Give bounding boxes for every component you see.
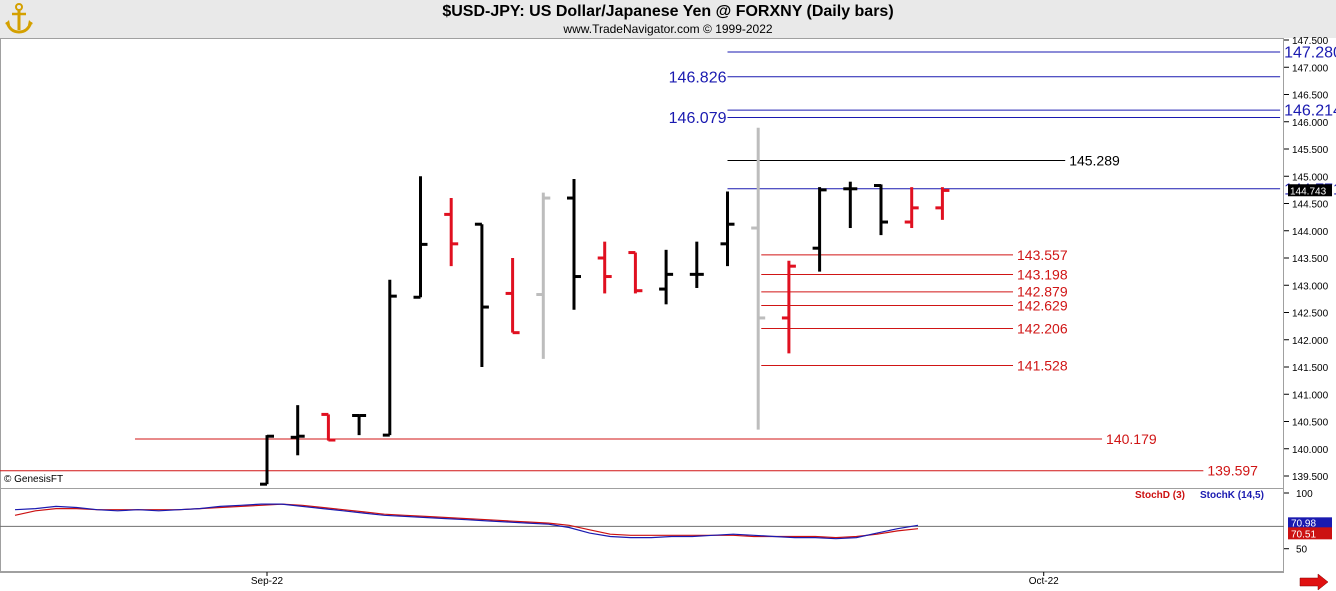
level-label: 142.879 [1017,284,1068,300]
stoch-d-legend: StochD (3) [1135,490,1185,501]
chart-subtitle: www.TradeNavigator.com © 1999-2022 [563,22,773,36]
level-label: 145.289 [1069,152,1120,168]
ohlc-bar [874,184,888,236]
ohlc-bar [751,127,766,430]
price-tick-label: 145.000 [1292,172,1329,183]
last-price-label: 144.743 [1290,186,1327,197]
ohlc-bar [781,260,796,354]
stoch-d-last-label: 70.51 [1291,529,1316,540]
price-tick-label: 146.500 [1292,91,1329,102]
ohlc-bar [567,178,581,310]
ohlc-bar [597,241,612,294]
level-label: 139.597 [1207,463,1258,479]
price-tick-label: 139.500 [1292,472,1329,483]
ohlc-bar [935,187,950,220]
chart-header: $USD-JPY: US Dollar/Japanese Yen @ FORXN… [0,0,1336,38]
stoch-k-last-box [1288,517,1332,529]
level-label: 146.826 [669,69,727,86]
ohlc-bar [444,198,459,267]
ohlc-bar [290,405,305,456]
level-label: 147.280 [1284,45,1336,62]
ohlc-bar [505,258,520,335]
ohlc-bar [474,222,489,367]
stoch-d-last-box [1288,527,1332,540]
level-label: 146.079 [669,110,727,127]
price-tick-label: 145.500 [1292,145,1329,156]
ohlc-bar [536,192,551,359]
price-tick-label: 143.500 [1292,254,1329,265]
ohlc-bar [720,191,735,267]
stoch-tick-label: 50 [1296,545,1308,556]
level-label: 140.179 [1106,431,1157,447]
price-tick-label: 142.500 [1292,309,1329,320]
ohlc-bar [260,434,274,486]
price-axis: 147.500 147.000 146.500 146.000 145.500 145.0… [1284,36,1329,483]
price-tick-label: 144.500 [1292,200,1329,211]
price-tick-label: 147.000 [1292,63,1329,74]
ohlc-bar [413,176,428,299]
level-label: 142.206 [1017,320,1068,336]
stoch-k-last-label: 70.98 [1291,518,1316,529]
level-lines: 147.280 146.826 146.214 146.079 145.289 144.7… [0,45,1336,479]
level-label: 143.198 [1017,266,1068,282]
ohlc-bars [260,127,950,486]
watermark: © GenesisFT [4,474,63,485]
price-panel-frame [0,38,1284,489]
price-tick-label: 143.000 [1292,281,1329,292]
stoch-panel-frame [0,488,1284,572]
ohlc-bar [352,414,367,436]
level-label: 142.629 [1017,297,1068,313]
ohlc-bar [321,412,336,442]
price-tick-label: 146.000 [1292,118,1329,129]
price-tick-label: 142.000 [1292,336,1329,347]
price-tick-label: 144.000 [1292,227,1329,238]
scroll-right-arrow-icon[interactable] [1299,573,1329,591]
level-label: 143.557 [1017,247,1068,263]
date-axis: Sep-22 Oct-22 [251,572,1059,587]
price-tick-label: 147.500 [1292,36,1329,47]
last-price-box [1288,184,1332,197]
ohlc-bar [628,251,643,294]
ohlc-bar [689,241,704,288]
ohlc-bar [812,187,827,272]
date-label: Sep-22 [251,576,284,587]
price-tick-label: 140.000 [1292,445,1329,456]
price-tick-label: 141.000 [1292,390,1329,401]
level-label: 141.528 [1017,357,1068,373]
ohlc-bar [904,187,919,229]
anchor-logo-icon [5,3,33,34]
stoch-k-line [14,503,919,540]
stoch-k-legend: StochK (14,5) [1200,490,1264,501]
level-label: 146.214 [1284,103,1336,120]
stoch-d-line [14,503,919,539]
price-tick-label: 140.500 [1292,418,1329,429]
price-tick-label: 141.500 [1292,363,1329,374]
chart-title: $USD-JPY: US Dollar/Japanese Yen @ FORXN… [442,3,894,20]
ohlc-bar [843,181,858,229]
date-label: Oct-22 [1029,576,1059,587]
last-price-marker: 144.743 [1288,184,1332,197]
stoch-tick-label: 100 [1296,489,1313,500]
ohlc-bar [659,249,674,305]
date-axis-frame [0,572,1336,591]
ohlc-bar [382,279,397,437]
